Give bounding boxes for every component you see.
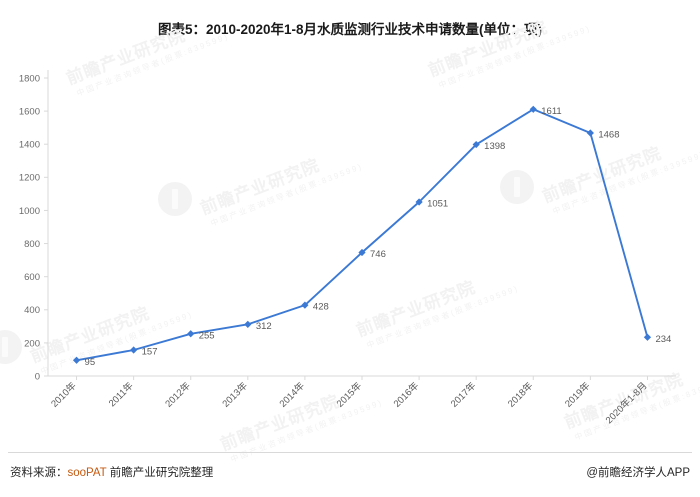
data-point-marker[interactable] bbox=[415, 198, 423, 206]
y-tick-label: 1600 bbox=[19, 107, 40, 118]
data-value-label: 746 bbox=[370, 249, 386, 260]
x-tick-label: 2020年1-8月 bbox=[603, 380, 650, 427]
x-tick-label: 2013年 bbox=[220, 379, 251, 410]
x-tick-label: 2016年 bbox=[391, 379, 422, 410]
data-value-label: 234 bbox=[655, 334, 671, 345]
y-tick-label: 200 bbox=[24, 338, 40, 349]
data-value-label: 1468 bbox=[598, 129, 619, 140]
x-tick-label: 2012年 bbox=[163, 379, 194, 410]
y-tick-label: 1800 bbox=[19, 73, 40, 84]
data-point-marker[interactable] bbox=[244, 320, 252, 328]
data-value-label: 95 bbox=[85, 357, 96, 368]
data-point-marker[interactable] bbox=[130, 346, 138, 354]
source-note: 资料来源：sooPAT 前瞻产业研究院整理 bbox=[10, 464, 213, 480]
x-tick-labels: 2010年 2011年 2012年 2013年 2014年 2015年 2016年 2017年… bbox=[49, 379, 650, 426]
x-tick-label: 2014年 bbox=[277, 379, 308, 410]
y-tick-label: 1400 bbox=[19, 140, 40, 151]
line-chart-plot: 0 200 400 600 800 1000 1200 1400 1600 1800 95 157 2… bbox=[19, 70, 676, 426]
y-tick-label: 0 bbox=[35, 371, 40, 382]
y-axis: 0 200 400 600 800 1000 1200 1400 1600 1800 bbox=[19, 70, 49, 382]
y-tick-label: 1000 bbox=[19, 206, 40, 217]
source-prefix: 资料来源： bbox=[10, 467, 68, 479]
x-tick-label: 2019年 bbox=[562, 379, 593, 410]
data-point-marker[interactable] bbox=[586, 129, 594, 137]
data-value-label: 157 bbox=[142, 347, 158, 358]
x-tick-label: 2017年 bbox=[448, 379, 479, 410]
x-tick-label: 2010年 bbox=[49, 379, 80, 410]
y-tick-label: 1200 bbox=[19, 173, 40, 184]
x-tick-label: 2011年 bbox=[106, 379, 136, 409]
x-axis bbox=[48, 375, 676, 380]
data-value-label: 1611 bbox=[541, 106, 561, 117]
x-tick-label: 2018年 bbox=[505, 379, 536, 410]
page-title: 图表5：2010-2020年1-8月水质监测行业技术申请数量(单位：项) bbox=[157, 22, 543, 37]
footer-divider bbox=[8, 452, 692, 453]
data-point-marker[interactable] bbox=[529, 105, 537, 113]
data-value-label: 428 bbox=[313, 302, 329, 313]
source-brand: sooPAT bbox=[67, 467, 107, 479]
series-line bbox=[75, 108, 649, 362]
data-value-label: 255 bbox=[199, 330, 215, 341]
data-value-label: 1398 bbox=[484, 141, 505, 152]
data-value-label: 312 bbox=[256, 321, 272, 332]
data-point-marker[interactable] bbox=[187, 330, 195, 338]
data-point-marker[interactable] bbox=[643, 333, 652, 341]
y-tick-label: 800 bbox=[24, 239, 40, 250]
x-tick-label: 2015年 bbox=[334, 379, 365, 410]
data-markers bbox=[72, 105, 652, 364]
app-credit: @前瞻经济学人APP bbox=[586, 467, 690, 479]
data-point-marker[interactable] bbox=[301, 301, 309, 309]
source-suffix: 前瞻产业研究院整理 bbox=[106, 467, 214, 479]
data-value-label: 1051 bbox=[427, 199, 448, 210]
data-point-marker[interactable] bbox=[72, 356, 81, 364]
data-point-marker[interactable] bbox=[472, 140, 480, 149]
data-point-marker[interactable] bbox=[358, 248, 366, 257]
data-value-labels: 95 157 255 312 428 746 1051 1398 1611 1468 234 bbox=[85, 106, 672, 368]
data-series bbox=[75, 108, 649, 362]
y-tick-label: 400 bbox=[24, 305, 40, 316]
y-tick-label: 600 bbox=[24, 272, 40, 283]
